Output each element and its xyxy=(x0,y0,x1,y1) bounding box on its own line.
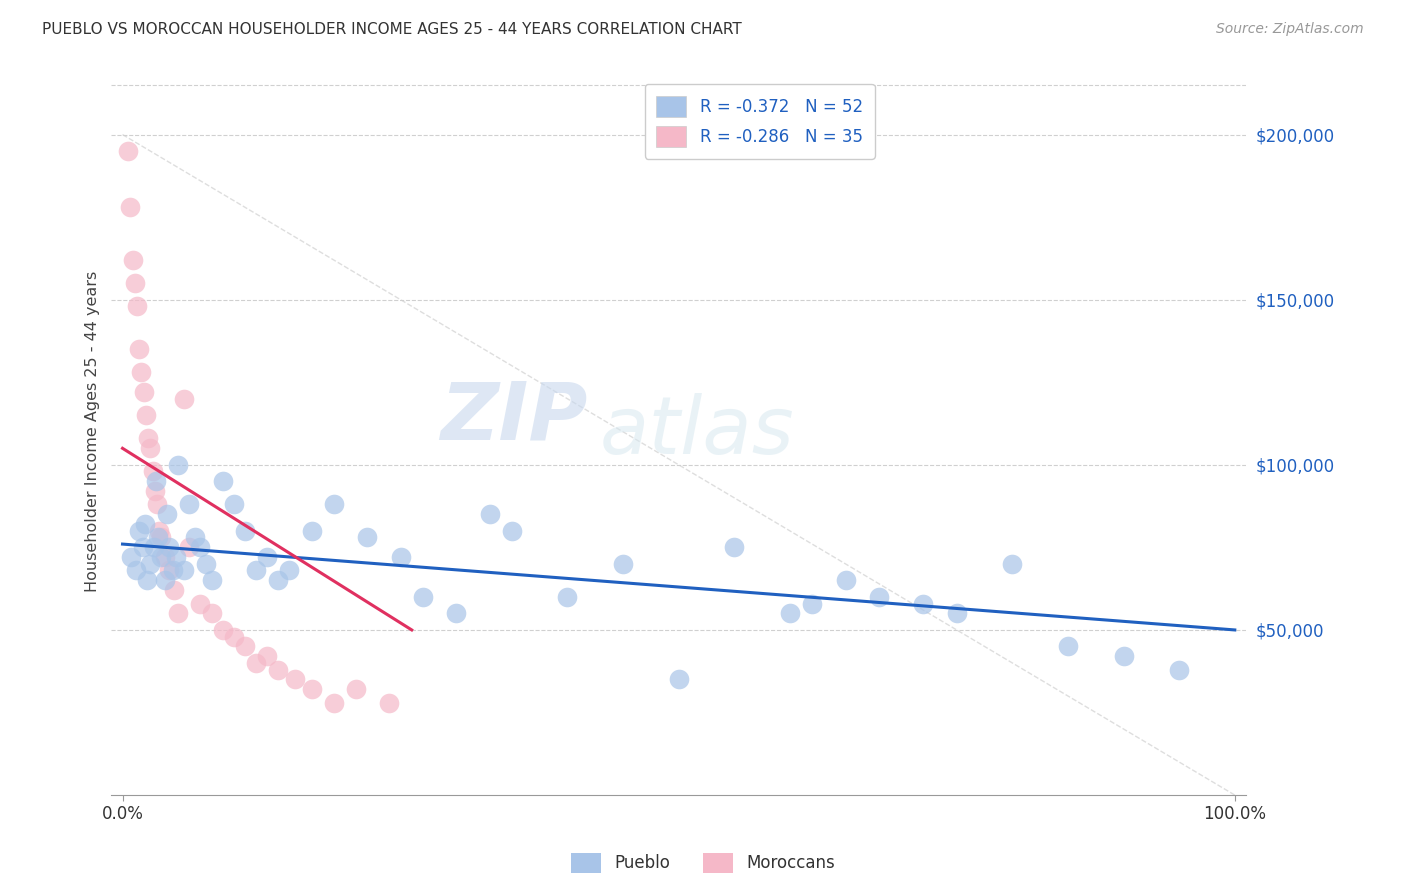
Point xyxy=(135,409,157,423)
Point xyxy=(173,564,195,578)
Point xyxy=(200,574,222,588)
Point xyxy=(146,531,169,545)
Point xyxy=(179,498,201,512)
Text: ZIP: ZIP xyxy=(440,378,588,457)
Point xyxy=(1057,640,1080,654)
Point xyxy=(301,524,323,538)
Point xyxy=(267,663,290,677)
Text: atlas: atlas xyxy=(599,392,794,471)
Point xyxy=(868,590,890,604)
Point xyxy=(153,574,176,588)
Point xyxy=(167,607,190,621)
Point xyxy=(120,550,142,565)
Point xyxy=(301,682,323,697)
Point xyxy=(190,541,212,555)
Point xyxy=(801,597,824,611)
Point xyxy=(211,623,233,637)
Point xyxy=(322,498,344,512)
Point xyxy=(1112,649,1135,664)
Point xyxy=(184,531,207,545)
Point xyxy=(389,550,412,565)
Point xyxy=(162,564,184,578)
Point xyxy=(134,517,156,532)
Point xyxy=(612,557,634,571)
Point xyxy=(128,524,150,538)
Point xyxy=(179,541,201,555)
Point xyxy=(167,458,190,472)
Point xyxy=(1001,557,1024,571)
Point xyxy=(222,498,245,512)
Legend: Pueblo, Moroccans: Pueblo, Moroccans xyxy=(564,847,842,880)
Point xyxy=(148,524,170,538)
Point xyxy=(120,200,142,214)
Point xyxy=(779,607,801,621)
Legend: R = -0.372   N = 52, R = -0.286   N = 35: R = -0.372 N = 52, R = -0.286 N = 35 xyxy=(645,84,875,159)
Point xyxy=(150,531,173,545)
Point xyxy=(136,574,159,588)
Point xyxy=(125,564,148,578)
Point xyxy=(344,682,367,697)
Point xyxy=(233,524,256,538)
Point xyxy=(156,508,179,522)
Point xyxy=(222,630,245,644)
Point xyxy=(284,673,307,687)
Point xyxy=(157,564,180,578)
Point xyxy=(121,253,143,268)
Point xyxy=(142,541,165,555)
Point xyxy=(142,464,165,478)
Point xyxy=(278,564,301,578)
Point xyxy=(124,276,146,290)
Point xyxy=(190,597,212,611)
Point xyxy=(444,607,467,621)
Point xyxy=(173,392,195,406)
Point xyxy=(912,597,935,611)
Point xyxy=(322,696,344,710)
Point xyxy=(157,541,180,555)
Point xyxy=(478,508,501,522)
Point xyxy=(378,696,401,710)
Text: Source: ZipAtlas.com: Source: ZipAtlas.com xyxy=(1216,22,1364,37)
Y-axis label: Householder Income Ages 25 - 44 years: Householder Income Ages 25 - 44 years xyxy=(86,271,100,592)
Point xyxy=(945,607,967,621)
Point xyxy=(153,550,176,565)
Point xyxy=(245,564,267,578)
Point xyxy=(200,607,222,621)
Point xyxy=(211,475,233,489)
Point xyxy=(132,385,155,400)
Point xyxy=(356,531,378,545)
Point xyxy=(165,550,187,565)
Point xyxy=(834,574,856,588)
Point xyxy=(131,541,153,555)
Point xyxy=(139,442,162,456)
Point xyxy=(125,299,148,313)
Text: PUEBLO VS MOROCCAN HOUSEHOLDER INCOME AGES 25 - 44 YEARS CORRELATION CHART: PUEBLO VS MOROCCAN HOUSEHOLDER INCOME AG… xyxy=(42,22,742,37)
Point xyxy=(163,583,186,598)
Point xyxy=(501,524,523,538)
Point xyxy=(668,673,690,687)
Point xyxy=(145,475,167,489)
Point xyxy=(1168,663,1191,677)
Point xyxy=(267,574,290,588)
Point xyxy=(256,550,278,565)
Point xyxy=(143,484,166,499)
Point xyxy=(412,590,434,604)
Point xyxy=(723,541,745,555)
Point xyxy=(128,343,150,357)
Point xyxy=(150,550,173,565)
Point xyxy=(139,557,162,571)
Point xyxy=(136,431,159,445)
Point xyxy=(194,557,217,571)
Point xyxy=(131,365,153,379)
Point xyxy=(146,498,169,512)
Point xyxy=(233,640,256,654)
Point xyxy=(117,144,139,158)
Point xyxy=(245,656,267,670)
Point xyxy=(557,590,579,604)
Point xyxy=(256,649,278,664)
